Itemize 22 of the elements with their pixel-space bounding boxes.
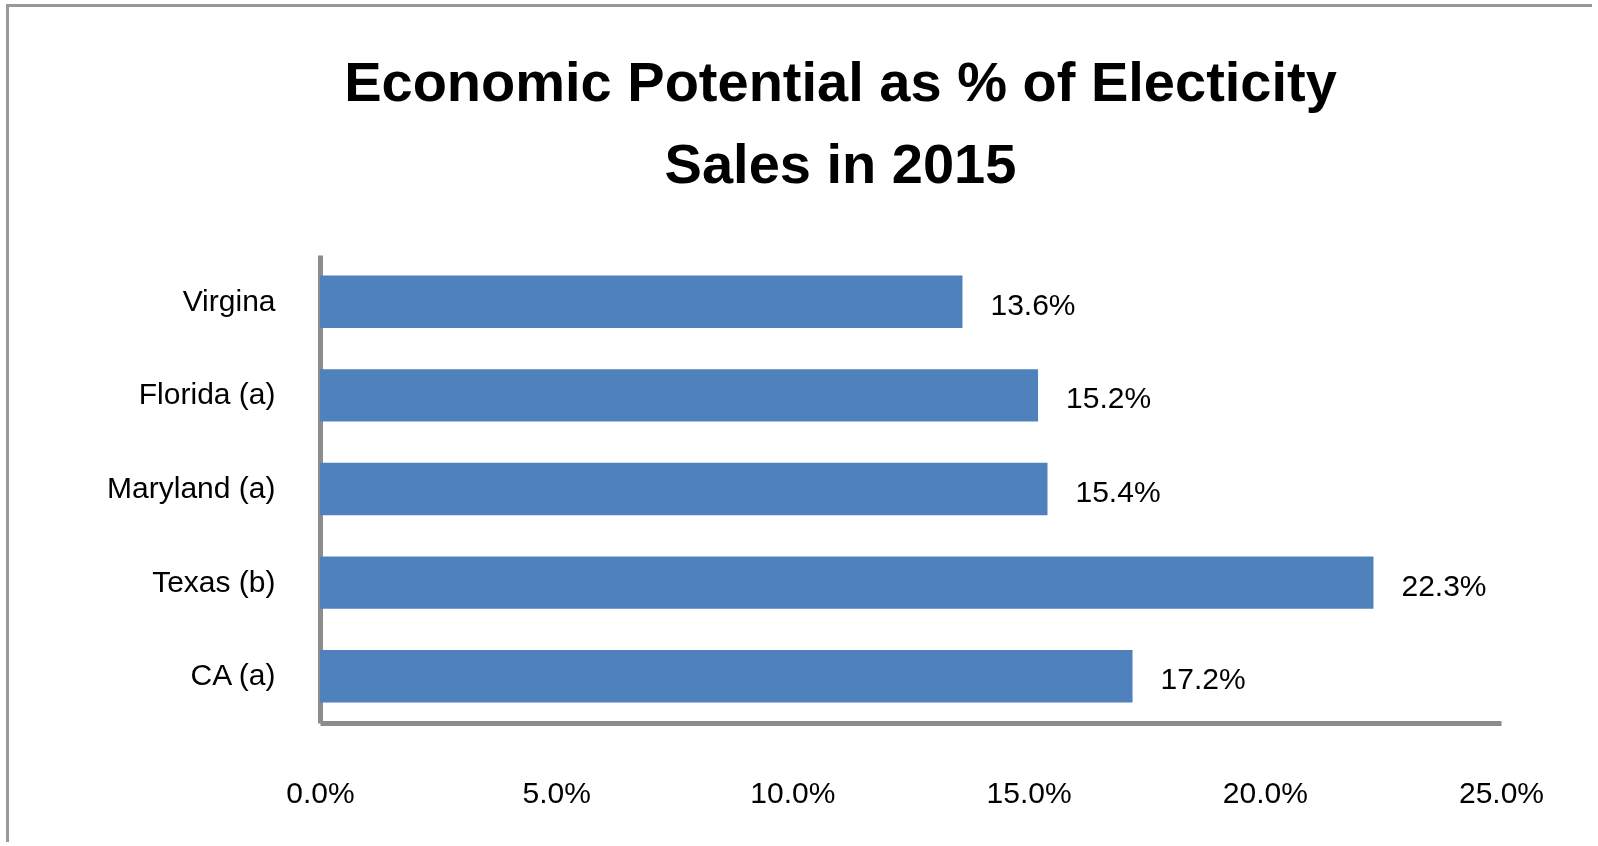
bar — [320, 275, 963, 329]
y-tick-label: Maryland (a) — [107, 471, 276, 504]
y-tick-label: Florida (a) — [138, 377, 276, 411]
x-tick-label: 5.0% — [522, 775, 591, 809]
bar — [320, 369, 1039, 422]
y-tick-label: Texas (b) — [152, 564, 276, 598]
y-tick-label: Virgina — [182, 283, 276, 317]
data-label: 13.6% — [990, 287, 1076, 321]
x-tick-label: 25.0% — [1458, 775, 1545, 809]
x-tick-label: 15.0% — [986, 775, 1072, 809]
data-label: 15.4% — [1075, 475, 1161, 508]
y-tick-label: CA (a) — [190, 658, 276, 692]
data-label: 17.2% — [1160, 662, 1246, 696]
x-tick-label: 10.0% — [750, 775, 836, 809]
x-tick-label: 20.0% — [1222, 775, 1308, 809]
chart-title: Economic Potential as % of Electicity Sales in 2015 — [344, 50, 1337, 195]
data-label: 15.2% — [1066, 381, 1152, 415]
bar — [320, 556, 1374, 609]
bar — [320, 462, 1048, 516]
bar — [320, 649, 1133, 703]
data-label: 22.3% — [1401, 568, 1487, 602]
x-tick-label: 0.0% — [286, 775, 355, 809]
